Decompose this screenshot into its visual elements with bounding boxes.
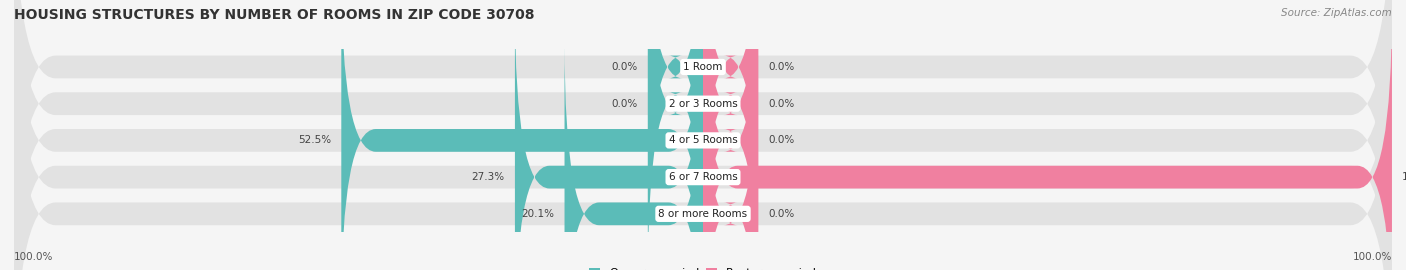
Text: Source: ZipAtlas.com: Source: ZipAtlas.com: [1281, 8, 1392, 18]
Text: 100.0%: 100.0%: [1353, 252, 1392, 262]
Legend: Owner-occupied, Renter-occupied: Owner-occupied, Renter-occupied: [589, 268, 817, 270]
FancyBboxPatch shape: [703, 5, 1392, 270]
FancyBboxPatch shape: [703, 0, 758, 239]
Text: 2 or 3 Rooms: 2 or 3 Rooms: [669, 99, 737, 109]
Text: 0.0%: 0.0%: [612, 62, 637, 72]
FancyBboxPatch shape: [703, 42, 758, 270]
Text: 8 or more Rooms: 8 or more Rooms: [658, 209, 748, 219]
Text: HOUSING STRUCTURES BY NUMBER OF ROOMS IN ZIP CODE 30708: HOUSING STRUCTURES BY NUMBER OF ROOMS IN…: [14, 8, 534, 22]
Text: 1 Room: 1 Room: [683, 62, 723, 72]
Text: 100.0%: 100.0%: [14, 252, 53, 262]
FancyBboxPatch shape: [14, 0, 1392, 270]
Text: 0.0%: 0.0%: [769, 135, 794, 146]
FancyBboxPatch shape: [14, 5, 1392, 270]
Text: 0.0%: 0.0%: [769, 99, 794, 109]
FancyBboxPatch shape: [515, 5, 703, 270]
Text: 20.1%: 20.1%: [522, 209, 554, 219]
FancyBboxPatch shape: [342, 0, 703, 270]
FancyBboxPatch shape: [703, 0, 758, 270]
FancyBboxPatch shape: [703, 0, 758, 270]
Text: 6 or 7 Rooms: 6 or 7 Rooms: [669, 172, 737, 182]
FancyBboxPatch shape: [648, 0, 703, 239]
FancyBboxPatch shape: [14, 0, 1392, 270]
FancyBboxPatch shape: [648, 0, 703, 270]
Text: 4 or 5 Rooms: 4 or 5 Rooms: [669, 135, 737, 146]
Text: 100.0%: 100.0%: [1402, 172, 1406, 182]
FancyBboxPatch shape: [14, 0, 1392, 270]
Text: 52.5%: 52.5%: [298, 135, 330, 146]
Text: 0.0%: 0.0%: [769, 209, 794, 219]
FancyBboxPatch shape: [565, 42, 703, 270]
Text: 0.0%: 0.0%: [769, 62, 794, 72]
FancyBboxPatch shape: [14, 0, 1392, 270]
Text: 27.3%: 27.3%: [471, 172, 505, 182]
Text: 0.0%: 0.0%: [612, 99, 637, 109]
